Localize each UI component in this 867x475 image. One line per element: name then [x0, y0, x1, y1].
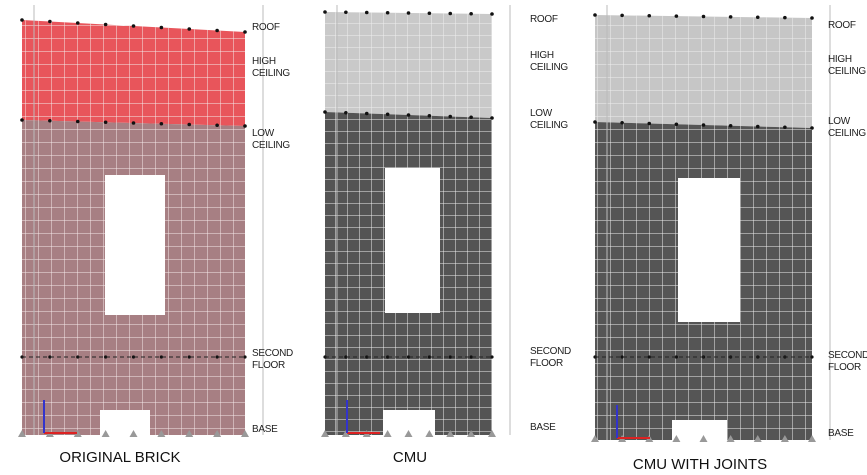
node: [647, 14, 651, 18]
node: [783, 125, 787, 129]
node: [132, 24, 136, 28]
level-label: SECOND FLOOR: [530, 346, 574, 370]
node: [729, 15, 733, 19]
node: [243, 30, 247, 34]
node: [620, 14, 624, 18]
node: [407, 11, 411, 15]
node: [187, 27, 191, 31]
node: [783, 16, 787, 20]
level-label: LOW CEILING: [252, 128, 296, 152]
node: [104, 120, 108, 124]
level-label: BASE: [530, 422, 574, 434]
mesh-drawings: [0, 0, 867, 475]
window-opening: [385, 168, 440, 313]
node: [20, 18, 24, 22]
level-label: HIGH CEILING: [252, 56, 296, 80]
level-label: LOW CEILING: [530, 108, 574, 132]
node: [48, 20, 52, 24]
node: [160, 122, 164, 126]
node: [469, 115, 473, 119]
caption: ORIGINAL BRICK: [59, 449, 180, 466]
figure: ROOF HIGH CEILING LOW CEILING SECOND FLOOR B…: [0, 0, 867, 475]
caption: CMU WITH JOINTS: [633, 456, 767, 473]
door-opening: [672, 420, 727, 440]
level-label: ROOF: [252, 22, 296, 34]
node: [729, 124, 733, 128]
node: [344, 10, 348, 14]
node: [365, 11, 369, 15]
node: [428, 11, 432, 15]
node: [215, 29, 219, 33]
node: [132, 121, 136, 125]
node: [469, 12, 473, 16]
caption: CMU: [393, 449, 427, 466]
level-label: HIGH CEILING: [828, 54, 867, 78]
node: [490, 12, 494, 16]
node: [675, 122, 679, 126]
level-label: LOW CEILING: [828, 116, 867, 140]
node: [448, 115, 452, 119]
node: [48, 119, 52, 123]
node: [593, 13, 597, 17]
node: [365, 112, 369, 116]
level-label: BASE: [252, 424, 296, 436]
node: [76, 120, 80, 124]
node: [647, 122, 651, 126]
window-opening: [678, 178, 740, 322]
node: [675, 14, 679, 18]
node: [593, 120, 597, 124]
node: [810, 126, 814, 130]
node: [702, 15, 706, 19]
node: [344, 111, 348, 115]
node: [215, 123, 219, 127]
node: [490, 116, 494, 120]
node: [187, 123, 191, 127]
level-label: ROOF: [828, 20, 867, 32]
node: [323, 110, 327, 114]
node: [620, 121, 624, 125]
node: [407, 113, 411, 117]
node: [756, 15, 760, 19]
level-label: ROOF: [530, 14, 574, 26]
level-label: HIGH CEILING: [530, 50, 574, 74]
level-label: SECOND FLOOR: [252, 348, 296, 372]
node: [386, 11, 390, 15]
node: [20, 118, 24, 122]
node: [648, 355, 651, 358]
level-label: BASE: [828, 428, 867, 440]
node: [386, 112, 390, 116]
node: [243, 124, 247, 128]
level-label: SECOND FLOOR: [828, 350, 867, 374]
node: [448, 12, 452, 16]
door-opening: [100, 410, 150, 435]
node: [76, 21, 80, 25]
node: [702, 123, 706, 127]
node: [428, 114, 432, 118]
node: [323, 10, 327, 14]
node: [756, 125, 760, 129]
window-opening: [105, 175, 165, 315]
node: [810, 16, 814, 20]
node: [104, 23, 108, 27]
node: [160, 26, 164, 30]
